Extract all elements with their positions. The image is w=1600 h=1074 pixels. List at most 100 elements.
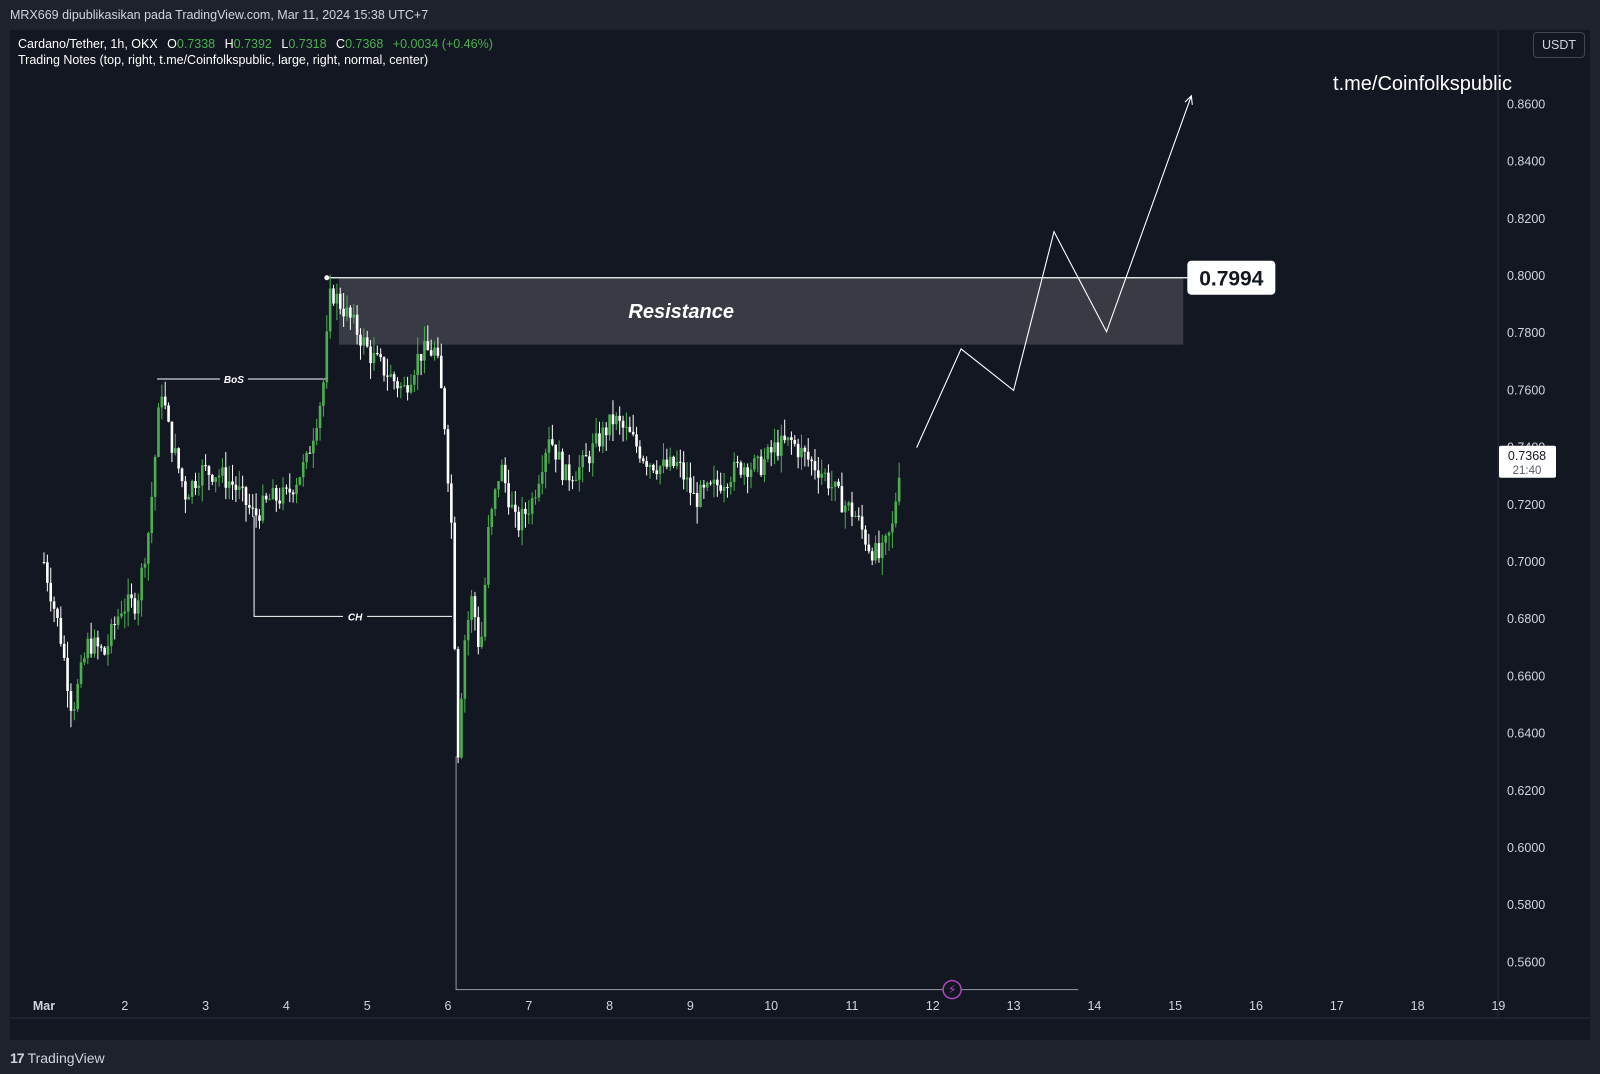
symbol-name[interactable]: Cardano/Tether, 1h, OKX: [18, 37, 158, 51]
candle-body: [436, 347, 440, 356]
candle-body: [227, 481, 231, 488]
candle-body: [342, 308, 345, 317]
candle-body: [443, 388, 446, 430]
candle-body: [305, 452, 308, 463]
candle-body: [258, 515, 261, 521]
candle-body: [736, 461, 739, 463]
candle-body: [675, 461, 679, 466]
candle-body: [631, 431, 635, 435]
candle-body: [679, 461, 682, 463]
candle-body: [635, 434, 638, 447]
candle-body: [584, 455, 588, 457]
candle-body: [399, 385, 403, 389]
candle-body: [200, 465, 204, 486]
candle-body: [641, 458, 645, 462]
candle-body: [140, 567, 143, 601]
y-tick-label: 0.6800: [1507, 612, 1545, 626]
candle-body: [56, 608, 59, 618]
x-tick-label: 9: [687, 999, 694, 1013]
candle-body: [756, 456, 760, 459]
x-tick-label: 8: [606, 999, 613, 1013]
candle-body: [221, 467, 224, 476]
x-tick-label: 6: [445, 999, 452, 1013]
candle-body: [106, 645, 110, 655]
candle-body: [450, 483, 453, 523]
candle-body: [534, 497, 537, 499]
candle-body: [386, 375, 389, 377]
candle-body: [456, 649, 460, 758]
candle-body: [638, 446, 642, 459]
candle-body: [66, 657, 69, 691]
candle-body: [214, 477, 217, 482]
candle-body: [672, 456, 675, 466]
candle-body: [116, 616, 120, 626]
candle-body: [668, 456, 672, 467]
candle-body: [261, 495, 265, 521]
tradingview-mark-icon: 17: [10, 1050, 25, 1066]
candle-body: [773, 442, 776, 453]
candle-body: [497, 481, 500, 490]
candle-body: [234, 484, 238, 490]
candle-body: [648, 464, 652, 468]
footer-bar: [0, 1040, 1600, 1074]
candle-body: [453, 522, 457, 650]
candle-body: [780, 435, 783, 456]
candle-body: [854, 515, 857, 517]
candle-body: [567, 464, 571, 481]
candle-body: [628, 426, 632, 432]
candle-body: [251, 507, 255, 509]
candle-body: [544, 452, 547, 473]
candle-body: [291, 492, 295, 495]
tradingview-brand: TradingView: [27, 1050, 105, 1066]
candle-body: [487, 526, 490, 585]
candle-body: [709, 482, 712, 484]
candle-body: [796, 443, 800, 458]
level-label: 0.7994: [1199, 268, 1264, 291]
x-tick-label: 2: [121, 999, 128, 1013]
projection-arrowhead: [1184, 94, 1193, 105]
candle-body: [352, 314, 356, 318]
tradingview-logo[interactable]: 17 TradingView: [10, 1050, 105, 1066]
x-tick-label: 15: [1168, 999, 1182, 1013]
candle-body: [860, 516, 864, 530]
candle-body: [742, 467, 746, 475]
candle-body: [615, 415, 618, 425]
candle-body: [345, 307, 349, 317]
candle-body: [163, 396, 167, 406]
x-tick-label: Mar: [33, 999, 55, 1013]
candle-body: [49, 582, 53, 602]
candle-body: [268, 499, 271, 501]
candle-body: [874, 543, 877, 561]
candle-body: [490, 509, 494, 527]
candle-body: [611, 414, 615, 425]
candle-body: [392, 374, 396, 382]
indicator-legend[interactable]: Trading Notes (top, right, t.me/Coinfolk…: [18, 53, 429, 67]
candle-body: [837, 481, 840, 487]
currency-button[interactable]: USDT: [1533, 32, 1585, 58]
chart-area[interactable]: [10, 30, 1590, 1040]
candle-body: [419, 353, 423, 361]
candle-body: [665, 459, 669, 467]
candle-body: [197, 485, 201, 489]
candle-body: [83, 658, 86, 663]
candle-body: [86, 638, 90, 659]
candle-body: [187, 496, 191, 500]
bos-label-bg: [219, 371, 248, 386]
candle-body: [803, 447, 807, 452]
candle-body: [658, 466, 662, 475]
change-value: +0.0034 (+0.46%): [392, 37, 493, 51]
candle-body: [763, 459, 766, 475]
trading-note-text: t.me/Coinfolkspublic: [1333, 73, 1512, 95]
candle-body: [557, 451, 561, 460]
x-tick-label: 10: [764, 999, 778, 1013]
candle-body: [540, 472, 544, 484]
candle-body: [180, 468, 184, 482]
candle-body: [271, 488, 275, 500]
candle-body: [237, 486, 241, 490]
candle-body: [241, 486, 244, 488]
candle-body: [217, 475, 221, 478]
candle-body: [716, 479, 719, 486]
high-value: 0.7392: [233, 37, 272, 51]
candle-body: [133, 598, 137, 614]
